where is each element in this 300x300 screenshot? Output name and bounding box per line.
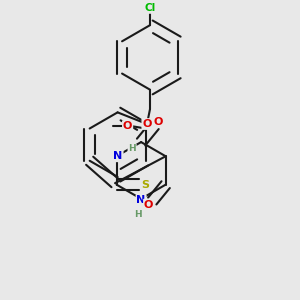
- Text: O: O: [123, 121, 132, 131]
- Text: S: S: [142, 180, 149, 190]
- Text: H: H: [134, 210, 142, 219]
- Text: O: O: [153, 117, 163, 127]
- Text: Cl: Cl: [144, 3, 156, 13]
- Text: N: N: [136, 195, 146, 205]
- Text: O: O: [144, 200, 153, 210]
- Text: N: N: [113, 151, 123, 161]
- Text: H: H: [128, 144, 136, 153]
- Text: O: O: [142, 119, 152, 129]
